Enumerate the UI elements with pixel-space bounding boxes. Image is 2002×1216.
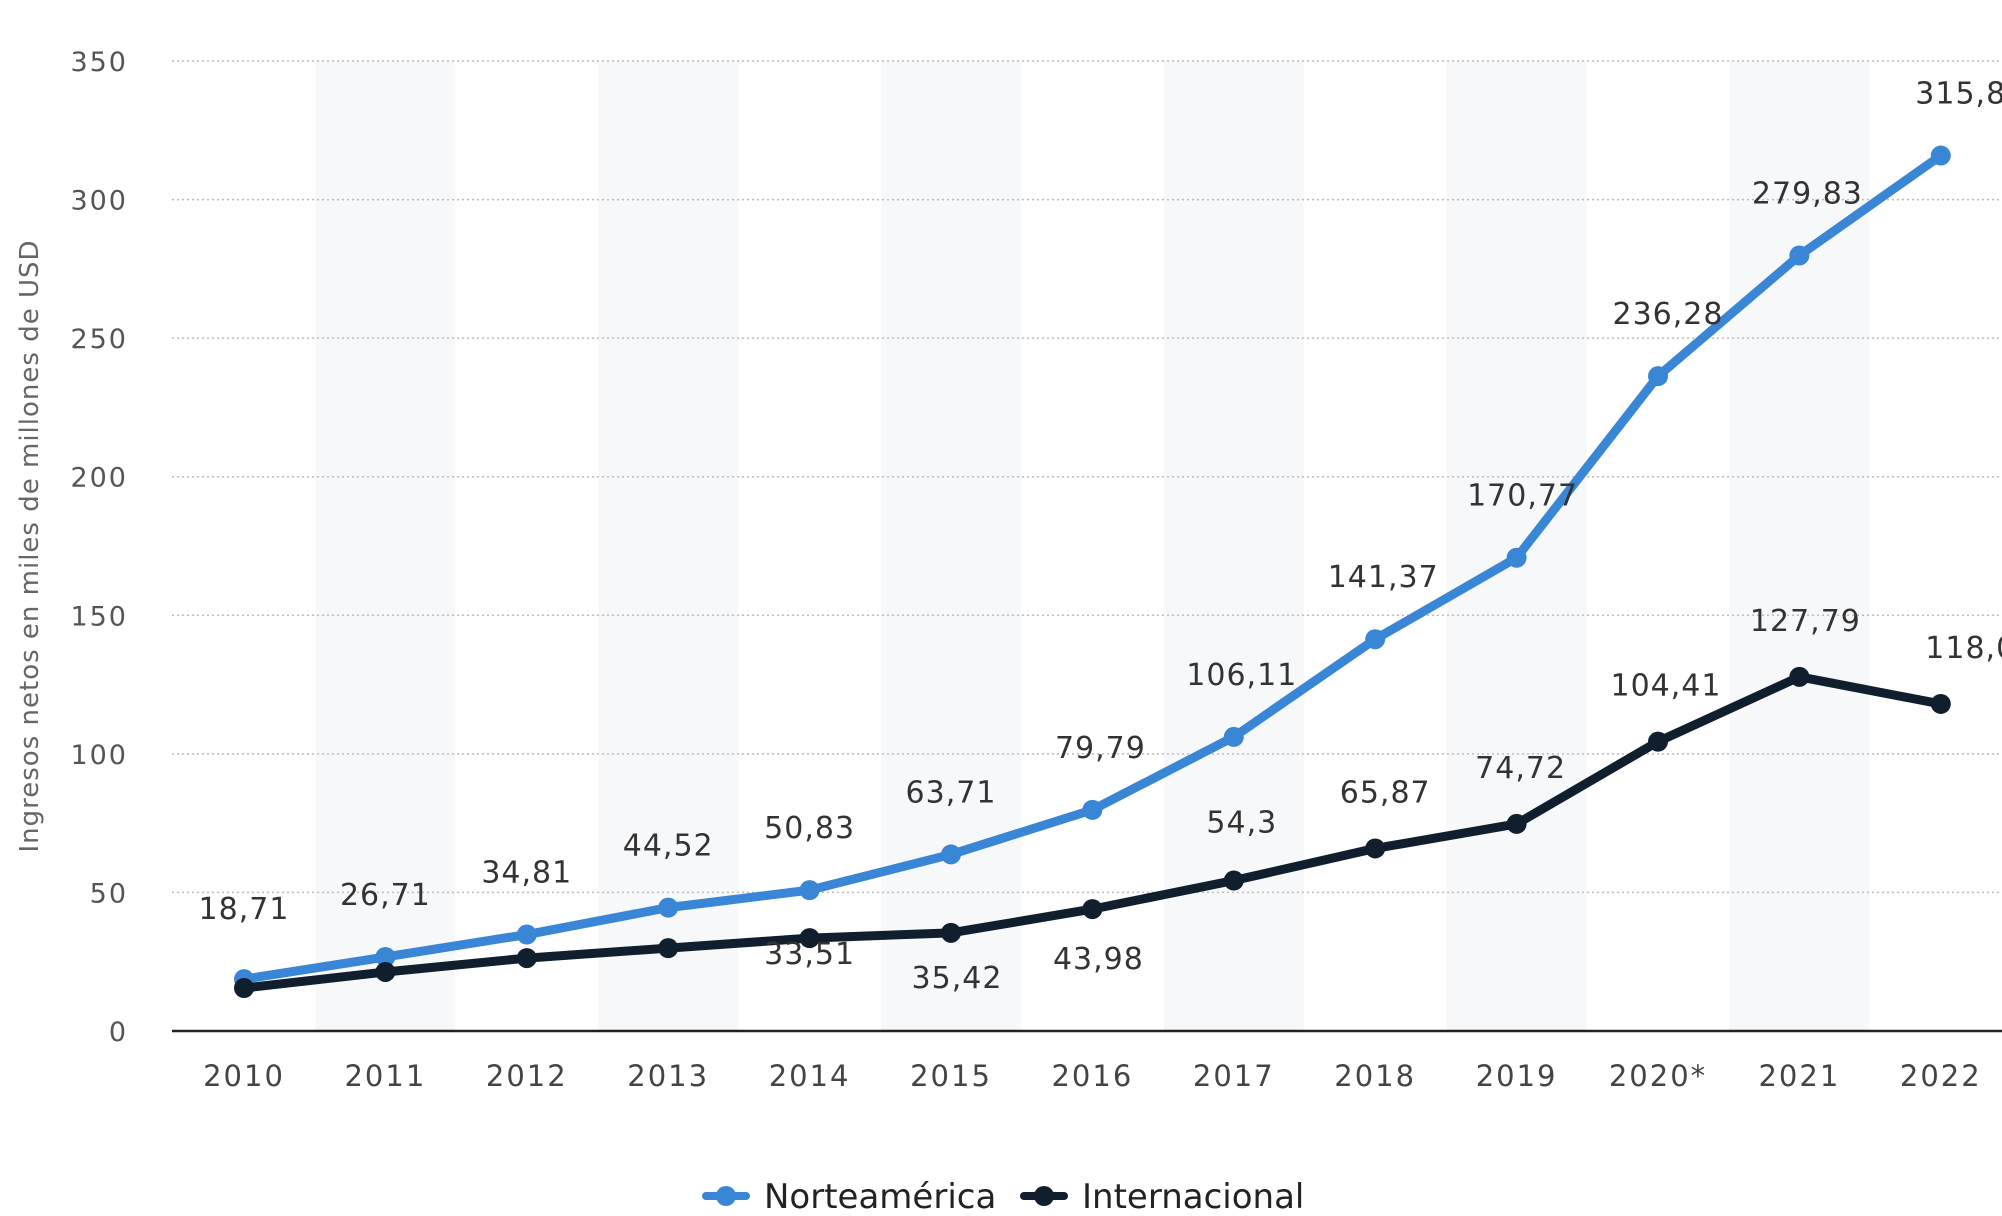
legend-label: Norteamérica [764,1177,996,1212]
y-tick-label: 100 [70,740,128,771]
y-axis-ticks: 0 50 100 150 200 250 300 350 [70,47,128,1048]
y-tick-label: 50 [90,878,128,909]
series-group [234,145,1951,999]
data-label: 118,01 [1925,631,2002,666]
x-tick-label: 2018 [1334,1059,1416,1093]
data-point [1223,726,1244,747]
x-tick-label: 2011 [344,1059,426,1093]
data-point [1223,870,1244,891]
y-tick-label: 200 [70,463,128,494]
data-label: 106,11 [1186,658,1297,693]
legend: Norteamérica Internacional [702,1177,1304,1216]
data-point [1082,799,1103,820]
y-tick-label: 0 [109,1017,128,1048]
data-label: 79,79 [1055,731,1146,766]
y-tick-label: 150 [70,601,128,632]
x-axis: 2010 2011 2012 2013 2014 2015 2016 2017 2018 2019… [172,1029,2002,1093]
data-point [1648,366,1668,387]
x-tick-label: 2013 [627,1059,709,1093]
data-label: 35,42 [912,961,1003,996]
data-label: 44,52 [623,829,714,864]
data-label: 50,83 [764,811,855,846]
column-band [1446,61,1587,1031]
data-point [516,924,537,945]
legend-swatch-marker [1034,1186,1054,1206]
x-tick-label: 2017 [1193,1059,1275,1093]
column-band [881,61,1021,1031]
x-tick-label: 2020* [1609,1059,1707,1093]
y-tick-label: 300 [70,186,128,217]
data-point [1930,693,1951,714]
data-label: 74,72 [1475,751,1566,786]
data-point [1082,899,1103,920]
data-label: 170,77 [1467,479,1578,514]
legend-item-0[interactable]: Norteamérica [702,1177,996,1216]
data-label: 315,88 [1915,77,2002,112]
column-bands [315,61,1870,1031]
legend-swatch-marker [716,1186,736,1206]
data-label: 54,3 [1206,806,1277,841]
x-tick-label: 2010 [203,1059,285,1093]
data-label: 18,71 [199,892,290,927]
data-point [941,844,961,865]
x-tick-label: 2021 [1758,1059,1840,1093]
column-band [315,61,456,1031]
data-point [941,922,961,943]
data-point [799,880,820,901]
column-band [598,61,739,1031]
data-point [1789,245,1810,266]
data-labels: 18,71 26,71 34,81 44,52 50,83 63,71 79,79 106,1… [199,77,2002,996]
y-tick-label: 250 [70,324,128,355]
data-point [1930,145,1951,166]
data-point [1789,666,1810,687]
data-point [1506,547,1527,568]
x-tick-label: 2016 [1051,1059,1133,1093]
data-point [1648,731,1668,752]
data-point [1365,838,1386,859]
data-point [234,978,254,999]
legend-item-1[interactable]: Internacional [1020,1177,1304,1216]
x-tick-label: 2014 [769,1059,851,1093]
x-tick-label: 2015 [910,1059,992,1093]
data-point [658,938,679,959]
data-label: 63,71 [906,775,997,810]
data-point [375,961,396,982]
data-label: 104,41 [1611,669,1722,704]
data-point [516,948,537,969]
data-point [1506,813,1527,834]
legend-label: Internacional [1082,1177,1304,1212]
data-point [375,946,396,967]
x-tick-label: 2012 [486,1059,568,1093]
y-axis-title: Ingresos netos en miles de millones de U… [15,239,45,852]
data-point [658,897,679,918]
x-tick-label: 2022 [1900,1059,1982,1093]
data-label: 279,83 [1752,176,1863,211]
data-label: 43,98 [1053,942,1144,977]
data-label: 34,81 [481,856,572,891]
x-tick-label: 2019 [1476,1059,1558,1093]
data-point [1365,629,1386,650]
y-tick-label: 350 [70,47,128,78]
data-label: 65,87 [1340,775,1431,810]
data-label: 141,37 [1328,560,1439,595]
data-label: 33,51 [764,937,855,972]
data-label: 26,71 [340,878,431,913]
data-label: 127,79 [1750,604,1861,639]
data-label: 236,28 [1613,297,1724,332]
data-point [799,928,820,949]
